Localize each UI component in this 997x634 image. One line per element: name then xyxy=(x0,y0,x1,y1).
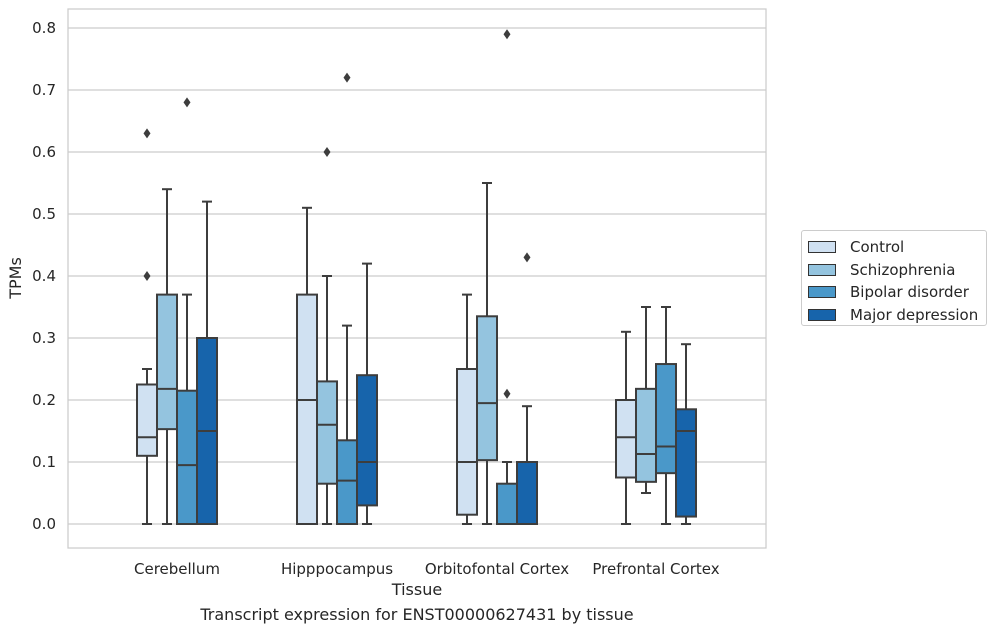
x-tick-label: Prefrontal Cortex xyxy=(592,560,719,578)
box-3-1 xyxy=(635,306,657,494)
box-iqr xyxy=(156,293,178,431)
outlier-point xyxy=(323,147,331,157)
box-0-0 xyxy=(136,128,158,525)
box-iqr xyxy=(496,482,518,526)
outlier-point xyxy=(343,72,351,83)
y-tick-label: 0.2 xyxy=(32,391,56,409)
legend-swatch xyxy=(808,241,836,254)
x-tick-label: Cerebellum xyxy=(134,560,220,578)
box-iqr xyxy=(516,461,538,525)
boxes xyxy=(136,29,697,526)
y-tick-label: 0.8 xyxy=(32,19,56,37)
y-tick-label: 0.5 xyxy=(32,205,56,223)
y-tick-label: 0.6 xyxy=(32,143,56,161)
box-2-1 xyxy=(476,182,498,525)
box-iqr xyxy=(675,408,697,518)
outlier-point xyxy=(503,388,511,399)
outlier-point xyxy=(143,128,151,139)
box-iqr xyxy=(336,439,358,525)
box-3-3 xyxy=(675,343,697,525)
box-iqr xyxy=(635,387,657,483)
box-iqr xyxy=(176,389,198,526)
outlier-point xyxy=(503,29,511,40)
legend-item-bipolar-disorder: Bipolar disorder xyxy=(808,281,986,304)
outlier-point xyxy=(523,252,531,263)
box-iqr xyxy=(476,315,498,462)
legend-label: Major depression xyxy=(850,305,979,324)
y-tick-label: 0.0 xyxy=(32,515,56,533)
box-1-0 xyxy=(296,206,318,525)
box-0-2 xyxy=(176,97,198,526)
box-1-3 xyxy=(356,262,378,525)
chart-caption: Transcript expression for ENST0000062743… xyxy=(200,605,634,624)
y-tick-label: 0.3 xyxy=(32,329,56,347)
legend-swatch xyxy=(808,263,836,276)
plot-area xyxy=(67,8,767,549)
outlier-point xyxy=(183,97,191,108)
box-3-0 xyxy=(615,330,637,525)
box-iqr xyxy=(316,380,338,485)
legend-label: Schizophrenia xyxy=(850,260,956,279)
y-tick-label: 0.4 xyxy=(32,267,56,285)
box-iqr xyxy=(356,374,378,507)
x-tick-label: Hipppocampus xyxy=(281,560,393,578)
box-2-0 xyxy=(456,293,478,525)
x-tick-labels: Cerebellum Hipppocampus Orbitofontal Corte… xyxy=(134,560,720,578)
legend-swatch xyxy=(808,308,836,321)
y-tick-labels: 0.0 0.1 0.2 0.3 0.4 0.5 0.6 0.7 0.8 xyxy=(32,19,56,533)
legend-label: Bipolar disorder xyxy=(850,283,969,302)
outlier-point xyxy=(143,271,151,281)
box-iqr xyxy=(655,363,677,475)
box-3-2 xyxy=(655,306,677,525)
box-1-2 xyxy=(336,72,358,525)
y-tick-label: 0.1 xyxy=(32,453,56,471)
box-0-1 xyxy=(156,188,178,525)
legend-swatch xyxy=(808,286,836,299)
y-axis-label: TPMs xyxy=(6,257,25,300)
box-1-1 xyxy=(316,147,338,525)
box-iqr xyxy=(136,383,158,457)
box-iqr xyxy=(456,368,478,516)
box-iqr xyxy=(615,399,637,479)
box-iqr xyxy=(296,293,318,525)
box-0-3 xyxy=(196,200,218,525)
legend-item-major-depression: Major depression xyxy=(808,304,986,327)
y-tick-label: 0.7 xyxy=(32,81,56,99)
x-axis-label: Tissue xyxy=(391,580,442,599)
legend-item-schizophrenia: Schizophrenia xyxy=(808,259,986,282)
legend: Control Schizophrenia Bipolar disorder M… xyxy=(801,230,987,326)
x-tick-label: Orbitofontal Cortex xyxy=(425,560,569,578)
legend-item-control: Control xyxy=(808,236,986,259)
box-2-3 xyxy=(516,252,538,525)
legend-label: Control xyxy=(850,238,905,257)
